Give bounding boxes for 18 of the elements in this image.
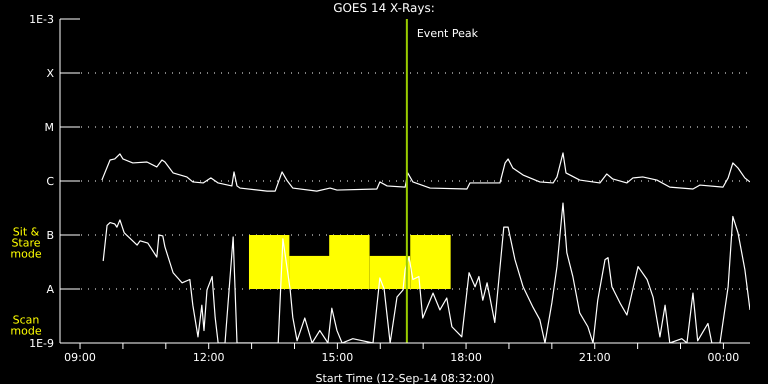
x-tick-label: 15:00 — [322, 350, 354, 364]
y-tick-label: M — [44, 120, 54, 134]
x-tick-label: 00:00 — [708, 350, 740, 364]
ref-line-label: Event Peak — [416, 26, 479, 40]
y-tick-label: B — [46, 228, 54, 242]
text: Sit & Stare mode — [10, 225, 42, 260]
y-tick-label: C — [46, 174, 54, 188]
x-tick-label: 18:00 — [450, 350, 482, 364]
x-axis-title: Start Time (12-Sep-14 08:32:00) — [316, 372, 494, 384]
y-tick-label: A — [46, 282, 54, 296]
x-tick-label: 12:00 — [192, 350, 225, 364]
chart-title: GOES 14 X-Rays: — [333, 1, 435, 15]
y-tick-label: 1E-9 — [29, 336, 54, 350]
y-tick-label: X — [46, 66, 54, 80]
text: Scan mode — [10, 313, 42, 338]
y-tick-label: 1E-3 — [29, 12, 54, 26]
x-tick-label: 21:00 — [578, 350, 611, 364]
x-tick-label: 09:00 — [64, 350, 96, 364]
